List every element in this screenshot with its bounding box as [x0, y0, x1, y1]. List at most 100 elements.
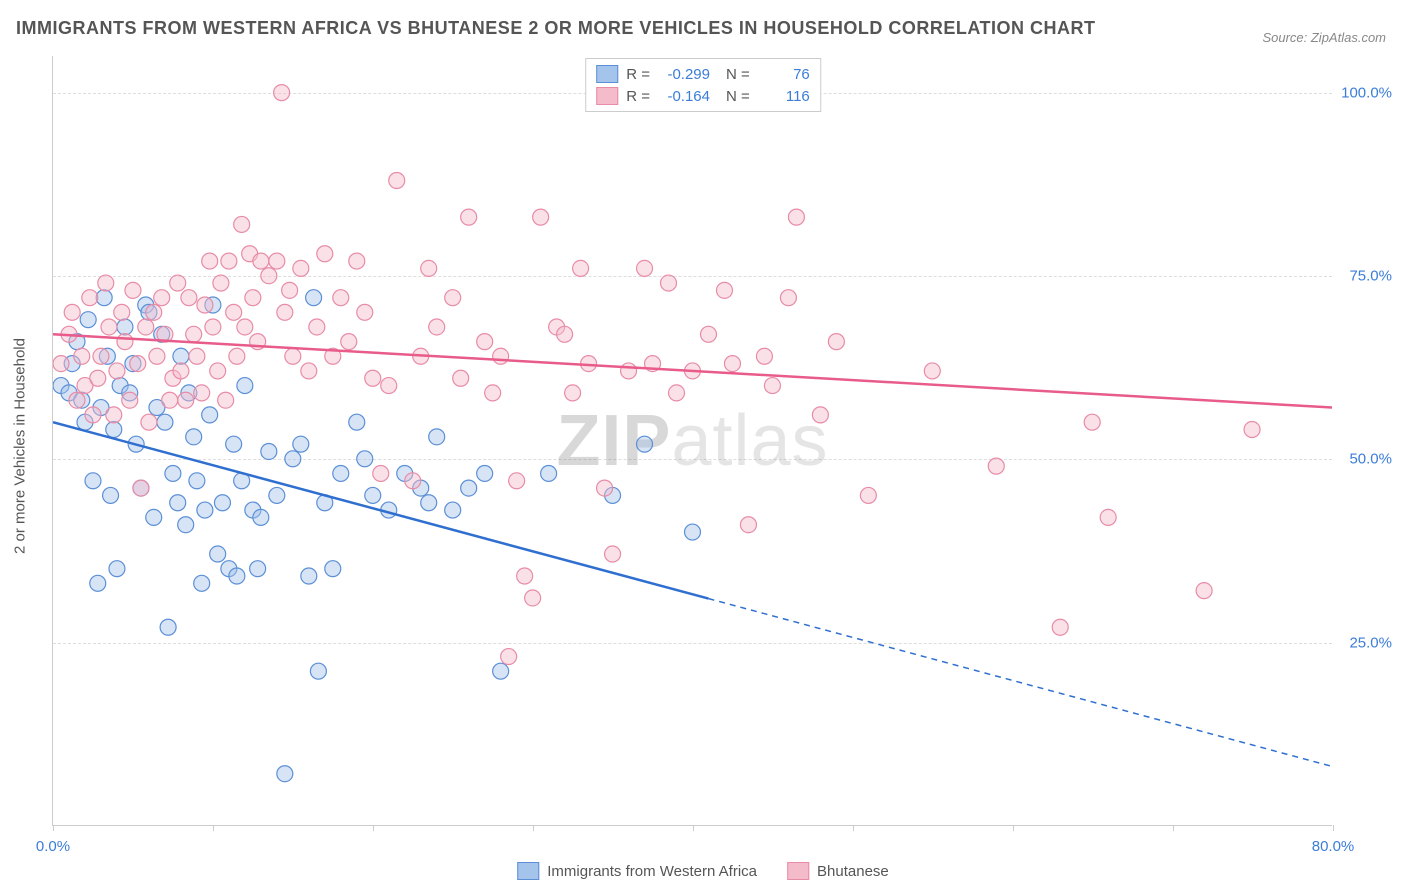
scatter-point	[197, 502, 213, 518]
scatter-point	[453, 370, 469, 386]
scatter-point	[685, 524, 701, 540]
scatter-point	[80, 312, 96, 328]
legend-item: Bhutanese	[787, 862, 889, 880]
scatter-point	[274, 85, 290, 101]
scatter-point	[122, 392, 138, 408]
scatter-point	[213, 275, 229, 291]
scatter-point	[724, 356, 740, 372]
scatter-point	[477, 334, 493, 350]
scatter-point	[149, 348, 165, 364]
scatter-point	[181, 290, 197, 306]
scatter-point	[637, 436, 653, 452]
scatter-point	[261, 268, 277, 284]
scatter-point	[740, 517, 756, 533]
scatter-point	[229, 348, 245, 364]
scatter-point	[218, 392, 234, 408]
scatter-point	[756, 348, 772, 364]
scatter-point	[234, 216, 250, 232]
scatter-point	[178, 517, 194, 533]
scatter-point	[162, 392, 178, 408]
scatter-point	[186, 429, 202, 445]
scatter-point	[285, 348, 301, 364]
scatter-point	[325, 561, 341, 577]
scatter-point	[421, 495, 437, 511]
scatter-point	[90, 370, 106, 386]
scatter-point	[117, 319, 133, 335]
scatter-point	[365, 370, 381, 386]
x-tick	[1173, 825, 1174, 831]
scatter-point	[205, 319, 221, 335]
scatter-point	[381, 378, 397, 394]
legend-stats-row: R =-0.164N =116	[596, 85, 810, 107]
legend-bottom: Immigrants from Western Africa Bhutanese	[517, 862, 889, 880]
scatter-point	[1052, 619, 1068, 635]
y-tick-label: 75.0%	[1349, 268, 1392, 285]
scatter-point	[250, 561, 266, 577]
legend-swatch	[787, 862, 809, 880]
scatter-point	[764, 378, 780, 394]
scatter-point	[357, 304, 373, 320]
scatter-point	[106, 407, 122, 423]
legend-item: Immigrants from Western Africa	[517, 862, 757, 880]
scatter-point	[1244, 422, 1260, 438]
scatter-point	[210, 363, 226, 379]
scatter-point	[98, 275, 114, 291]
scatter-point	[69, 392, 85, 408]
legend-r-value: -0.164	[658, 88, 710, 105]
trend-line-solid	[53, 334, 1332, 407]
scatter-point	[261, 443, 277, 459]
scatter-point	[189, 473, 205, 489]
scatter-point	[700, 326, 716, 342]
scatter-point	[493, 663, 509, 679]
scatter-point	[429, 429, 445, 445]
scatter-point	[237, 378, 253, 394]
scatter-point	[661, 275, 677, 291]
scatter-point	[194, 385, 210, 401]
scatter-point	[301, 363, 317, 379]
scatter-point	[341, 334, 357, 350]
scatter-point	[109, 363, 125, 379]
y-tick-label: 50.0%	[1349, 451, 1392, 468]
scatter-point	[109, 561, 125, 577]
scatter-point	[101, 319, 117, 335]
scatter-point	[597, 480, 613, 496]
scatter-point	[138, 319, 154, 335]
scatter-point	[85, 407, 101, 423]
scatter-point	[365, 487, 381, 503]
scatter-point	[828, 334, 844, 350]
legend-r-label: R =	[626, 66, 650, 83]
legend-stats-box: R =-0.299N =76R =-0.164N =116	[585, 58, 821, 112]
scatter-svg	[53, 56, 1332, 825]
scatter-point	[186, 326, 202, 342]
scatter-point	[1100, 509, 1116, 525]
legend-n-label: N =	[726, 66, 750, 83]
scatter-point	[237, 319, 253, 335]
scatter-point	[445, 502, 461, 518]
scatter-point	[53, 356, 69, 372]
legend-swatch	[517, 862, 539, 880]
scatter-point	[253, 253, 269, 269]
scatter-point	[445, 290, 461, 306]
x-tick	[373, 825, 374, 831]
x-tick	[1013, 825, 1014, 831]
scatter-point	[349, 253, 365, 269]
scatter-point	[317, 246, 333, 262]
scatter-point	[82, 290, 98, 306]
scatter-point	[477, 465, 493, 481]
x-tick-label: 80.0%	[1312, 838, 1355, 855]
y-axis-title: 2 or more Vehicles in Household	[12, 338, 29, 554]
scatter-point	[165, 465, 181, 481]
scatter-point	[189, 348, 205, 364]
scatter-point	[202, 407, 218, 423]
scatter-point	[333, 290, 349, 306]
x-tick	[853, 825, 854, 831]
scatter-point	[373, 465, 389, 481]
scatter-point	[509, 473, 525, 489]
scatter-point	[637, 260, 653, 276]
scatter-point	[130, 356, 146, 372]
legend-n-value: 76	[758, 66, 810, 83]
scatter-point	[106, 422, 122, 438]
scatter-point	[309, 319, 325, 335]
scatter-point	[389, 173, 405, 189]
scatter-point	[125, 282, 141, 298]
